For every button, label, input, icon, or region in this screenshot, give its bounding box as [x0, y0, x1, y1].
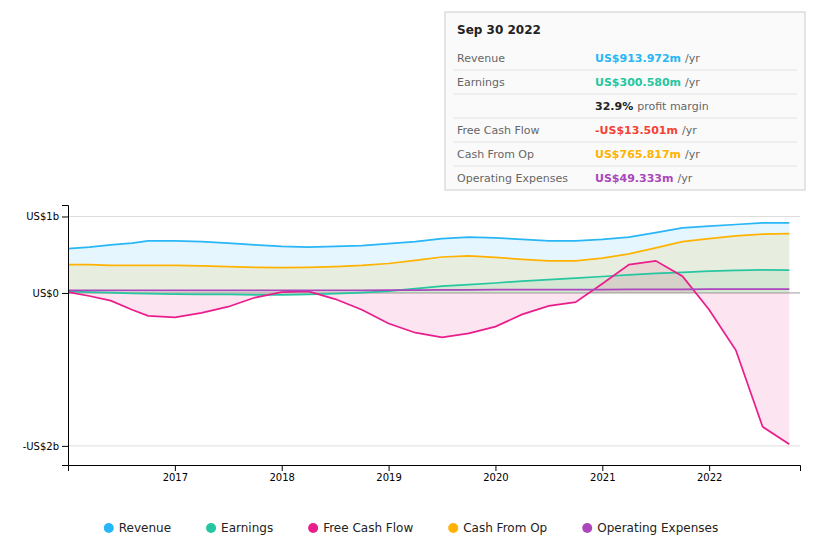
- info-divider: [453, 118, 797, 119]
- tick: -US$2b: [23, 441, 68, 452]
- info-value: -US$13.501m: [595, 124, 678, 137]
- tick-label: -US$2b: [23, 441, 59, 452]
- info-value: 32.9%: [595, 100, 633, 113]
- line: [68, 234, 789, 268]
- line: [68, 223, 789, 249]
- legend-marker: [308, 523, 318, 533]
- info-label: Cash From Op: [457, 148, 534, 161]
- tick: US$1b: [26, 211, 68, 222]
- legend-label: Earnings: [221, 521, 273, 535]
- x-axis: 2017 2018 2019 2020 2021 2022: [69, 465, 801, 483]
- info-unit: /yr: [685, 148, 700, 161]
- tick: 2018: [269, 465, 294, 483]
- info-divider: [453, 94, 797, 95]
- info-value: US$300.580m: [595, 76, 681, 89]
- info-unit: /yr: [685, 76, 700, 89]
- legend-item: Earnings: [206, 521, 273, 535]
- info-divider: [453, 142, 797, 143]
- tick-mark: [602, 465, 603, 471]
- axis-line: [62, 206, 69, 466]
- legend-label: Operating Expenses: [597, 521, 718, 535]
- tick-label: 2021: [590, 472, 615, 483]
- tick: 2021: [590, 465, 615, 483]
- tick-label: 2020: [483, 472, 508, 483]
- grid: [68, 216, 800, 445]
- legend-item: Free Cash Flow: [308, 521, 413, 535]
- tick-mark: [62, 216, 68, 217]
- tick-mark: [175, 465, 176, 471]
- area: [68, 223, 789, 293]
- tick-label: US$1b: [26, 211, 59, 222]
- tick-label: US$0: [33, 288, 59, 299]
- tick-mark: [389, 465, 390, 471]
- tick-mark: [709, 465, 710, 471]
- info-box-frame: [445, 12, 805, 190]
- tick-mark: [62, 293, 68, 294]
- tick: 2017: [163, 465, 188, 483]
- grid-line: [68, 216, 800, 217]
- info-label: Operating Expenses: [457, 172, 568, 185]
- legend-label: Revenue: [119, 521, 171, 535]
- info-label: Earnings: [457, 76, 505, 89]
- tick-label: 2017: [163, 472, 188, 483]
- line: [68, 261, 789, 445]
- chart-svg: US$1b US$0 -US$2b 2017 2018 2019 2020 2021 2022 S…: [0, 0, 821, 560]
- tick-label: 2022: [697, 472, 722, 483]
- tick: 2020: [483, 465, 508, 483]
- info-value: US$913.972m: [595, 52, 681, 65]
- grid-line: [68, 445, 800, 446]
- info-date: Sep 30 2022: [457, 23, 541, 37]
- info-unit: /yr: [677, 172, 692, 185]
- area: [68, 234, 789, 293]
- legend-item: Revenue: [104, 521, 171, 535]
- line: [68, 270, 789, 295]
- y-axis: US$1b US$0 -US$2b: [23, 206, 69, 466]
- info-label: Free Cash Flow: [457, 124, 540, 137]
- axis-line: [69, 466, 801, 472]
- tick-label: 2019: [376, 472, 401, 483]
- legend-marker: [206, 523, 216, 533]
- tick: US$0: [33, 288, 68, 299]
- tick: 2022: [697, 465, 722, 483]
- info-box: Sep 30 2022 Revenue US$913.972m /yr Earning…: [445, 12, 805, 190]
- tick-mark: [62, 446, 68, 447]
- line: [68, 289, 789, 290]
- plot-area: [68, 223, 789, 444]
- legend-marker: [582, 523, 592, 533]
- tick-mark: [282, 465, 283, 471]
- legend: Revenue Earnings Free Cash Flow Cash From O…: [104, 521, 718, 535]
- chart-container: US$1b US$0 -US$2b 2017 2018 2019 2020 2021 2022 S…: [0, 0, 821, 560]
- info-value: US$49.333m: [595, 172, 673, 185]
- tick-label: 2018: [269, 472, 294, 483]
- info-divider: [453, 166, 797, 167]
- info-unit: profit margin: [637, 100, 709, 113]
- info-unit: /yr: [682, 124, 697, 137]
- info-label: Revenue: [457, 52, 505, 65]
- legend-item: Cash From Op: [448, 521, 547, 535]
- legend-marker: [448, 523, 458, 533]
- legend-marker: [104, 523, 114, 533]
- legend-label: Cash From Op: [463, 521, 547, 535]
- info-divider: [453, 70, 797, 71]
- legend-item: Operating Expenses: [582, 521, 718, 535]
- legend-label: Free Cash Flow: [323, 521, 413, 535]
- info-unit: /yr: [685, 52, 700, 65]
- tick-mark: [495, 465, 496, 471]
- tick: 2019: [376, 465, 401, 483]
- info-value: US$765.817m: [595, 148, 681, 161]
